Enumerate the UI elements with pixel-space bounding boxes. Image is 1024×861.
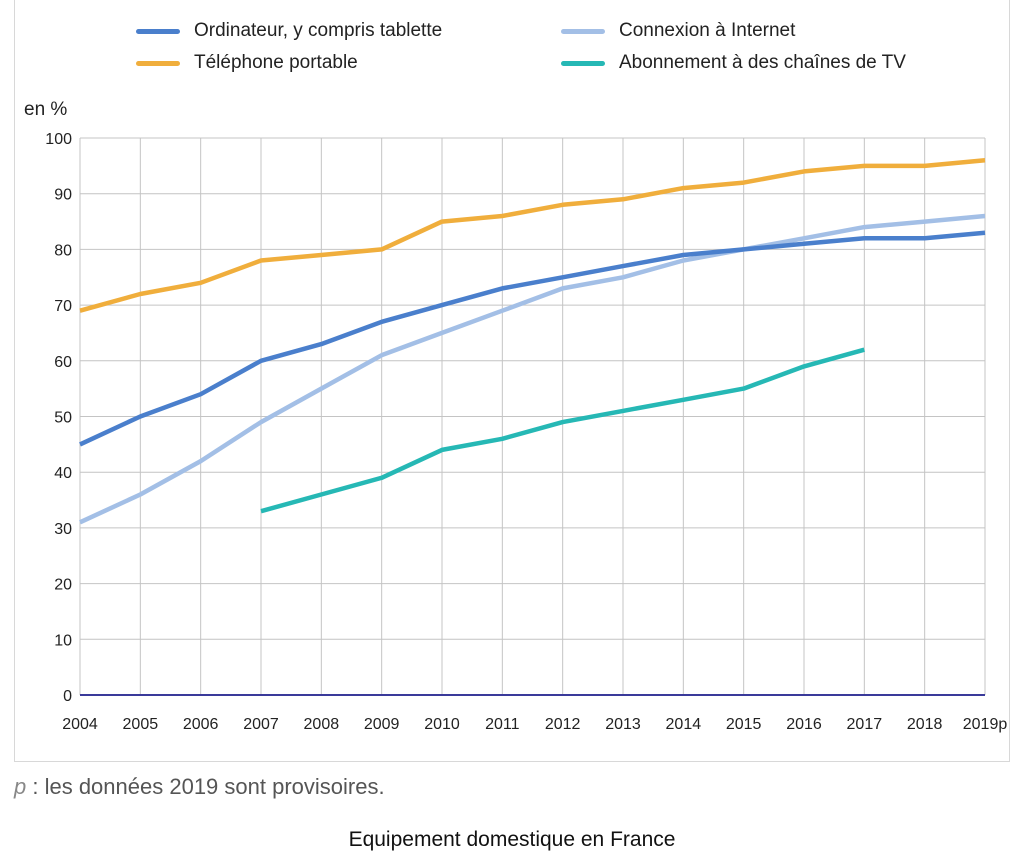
legend-swatch-tv	[561, 60, 605, 66]
series-line-telephone-portable	[79, 158, 986, 313]
y-tick-label: 60	[54, 354, 72, 371]
series-line-connexion-a-internet	[79, 213, 986, 525]
x-tick-label: 2016	[786, 716, 822, 733]
legend-swatch-telephone	[136, 60, 180, 66]
footnote-p-symbol: p	[14, 774, 27, 799]
legend-item-ordinateur: Ordinateur, y compris tablette	[136, 18, 442, 44]
x-tick-label: 2004	[62, 716, 98, 733]
legend-swatch-ordinateur	[136, 28, 180, 34]
y-tick-label: 70	[54, 298, 72, 315]
legend-label-internet: Connexion à Internet	[619, 20, 796, 41]
legend-item-telephone: Téléphone portable	[136, 50, 358, 76]
y-tick-label: 30	[54, 521, 72, 538]
x-tick-label: 2014	[666, 716, 702, 733]
tick-labels: 0 10 20 30 40 50 60 70 80 90 100 2004 2005 2006 2007 20…	[45, 131, 1007, 733]
series-line-abonnement-a-des-chaines-de-tv	[260, 347, 865, 514]
x-tick-label: 2017	[847, 716, 883, 733]
x-tick-label: 2011	[485, 716, 520, 733]
x-tick-label: 2013	[605, 716, 641, 733]
legend-item-tv: Abonnement à des chaînes de TV	[561, 50, 906, 76]
x-tick-label: 2006	[183, 716, 219, 733]
legend-swatch-internet	[561, 28, 605, 34]
y-axis-unit-label: en %	[24, 99, 68, 120]
legend-label-telephone: Téléphone portable	[194, 52, 358, 73]
y-tick-label: 10	[54, 632, 72, 649]
legend-label-ordinateur: Ordinateur, y compris tablette	[194, 20, 443, 41]
x-tick-label: 2019p	[963, 716, 1008, 733]
series-line-ordinateur-y-compris-tablette	[79, 230, 986, 447]
chart-frame	[14, 0, 1010, 762]
y-tick-label: 0	[63, 688, 72, 705]
legend-item-internet: Connexion à Internet	[561, 18, 795, 44]
x-tick-label: 2008	[304, 716, 340, 733]
y-tick-label: 80	[54, 242, 72, 259]
footnote: p : les données 2019 sont provisoires.	[14, 774, 385, 800]
y-tick-label: 100	[45, 131, 72, 148]
x-tick-label: 2007	[243, 716, 279, 733]
x-tick-label: 2009	[364, 716, 400, 733]
legend-label-tv: Abonnement à des chaînes de TV	[619, 52, 906, 73]
footnote-text: : les données 2019 sont provisoires.	[26, 774, 385, 799]
x-tick-label: 2012	[545, 716, 581, 733]
x-tick-label: 2005	[123, 716, 159, 733]
grid-lines	[79, 137, 986, 695]
x-tick-label: 2018	[907, 716, 943, 733]
series-lines	[79, 158, 986, 525]
x-tick-label: 2015	[726, 716, 762, 733]
x-tick-label: 2010	[424, 716, 460, 733]
figure-caption: Equipement domestique en France	[348, 828, 676, 851]
y-tick-label: 50	[54, 410, 72, 427]
line-chart: 0 10 20 30 40 50 60 70 80 90 100 2004 2005 2006 2007 20…	[45, 131, 1007, 733]
y-tick-label: 90	[54, 187, 72, 204]
y-tick-label: 40	[54, 465, 72, 482]
y-tick-label: 20	[54, 577, 72, 594]
